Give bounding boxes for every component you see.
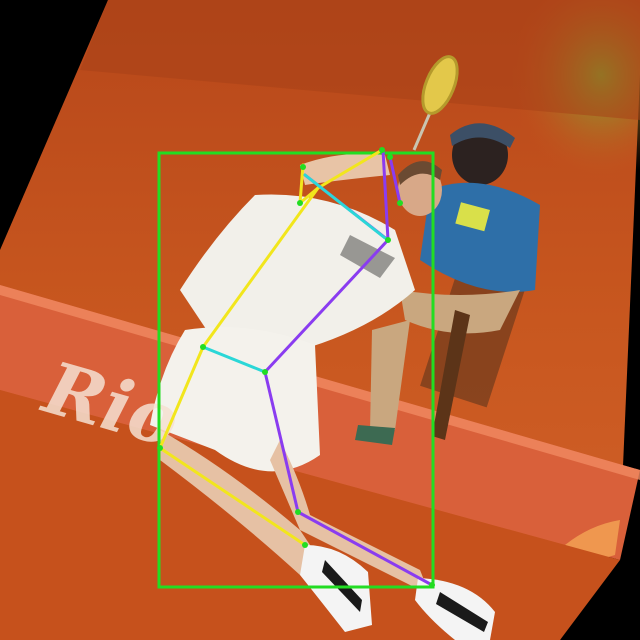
keypoint-right-ankle	[429, 582, 435, 588]
limb-left-hip-knee	[158, 345, 205, 450]
keypoint-left-ankle	[302, 542, 308, 548]
limb-right-shoulder-hip	[263, 238, 390, 374]
limb-right-hip-knee	[263, 370, 300, 514]
keypoint-right-hip	[262, 369, 268, 375]
keypoint-nose	[300, 164, 306, 170]
racket	[412, 55, 459, 151]
keypoint-right-shoulder	[385, 237, 391, 243]
limb-hip-hip	[201, 345, 267, 374]
limb-left-knee-ankle	[158, 446, 307, 547]
limb-left-shoulder-neck	[298, 163, 305, 205]
left-limbs	[158, 148, 384, 547]
pose-overlay	[157, 147, 435, 589]
keypoint-left-elbow	[297, 200, 303, 206]
keypoint-right-wrist	[387, 154, 393, 160]
keypoint-left-knee	[157, 445, 163, 451]
keypoints	[157, 147, 435, 588]
limb-right-hand	[388, 155, 402, 205]
keypoint-left-hip	[200, 344, 206, 350]
keypoint-right-knee	[295, 509, 301, 515]
limb-right-wrist-elbow	[381, 148, 390, 242]
keypoint-left-wrist	[379, 147, 385, 153]
limb-right-knee-ankle	[296, 510, 434, 587]
limb-neck-shoulder	[303, 173, 387, 240]
player-figure	[150, 153, 495, 640]
limb-left-wrist-elbow	[316, 148, 384, 190]
umpire-figure	[355, 123, 540, 445]
bounding-box	[157, 151, 435, 589]
back-wall	[80, 0, 640, 120]
keypoint-right-elbow	[397, 200, 403, 206]
center-limbs	[201, 173, 387, 374]
limb-left-shoulder-hip	[201, 186, 320, 349]
